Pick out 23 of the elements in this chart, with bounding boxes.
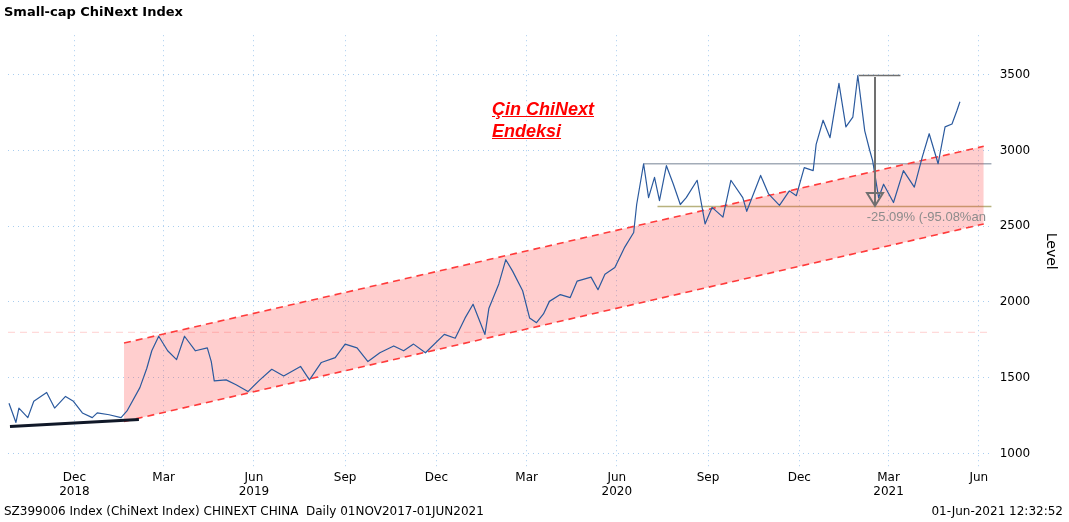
x-tick-label: Dec 2018 [59, 469, 90, 498]
y-tick-label: 2500 [999, 218, 1031, 233]
x-tick-label: Dec [424, 469, 448, 484]
x-tick-label: Mar [515, 469, 538, 484]
y-tick-label: 2000 [999, 294, 1031, 309]
annotation: Çin ChiNext Endeksi [492, 98, 595, 142]
y-tick-label: 3500 [999, 66, 1031, 81]
x-tick-label: Jun 2019 [238, 469, 270, 498]
annotation: -25.09% (-95.08%an [866, 208, 986, 224]
y-tick-label: 1500 [999, 369, 1031, 384]
x-tick-label: Sep [333, 469, 357, 484]
x-tick-label: Mar 2021 [873, 469, 904, 498]
chart-title: Small-cap ChiNext Index [4, 4, 183, 19]
y-tick-label: 3000 [999, 142, 1031, 157]
x-tick-label: Dec [787, 469, 811, 484]
y-axis-title: Level [1043, 232, 1060, 270]
x-tick-label: Jun [968, 469, 989, 484]
x-tick-label: Mar [152, 469, 176, 484]
text: SZ399006 Index (ChiNext Index) CHINEXT CHINA Daily 01NOV2017-01JUN2021 [4, 504, 484, 518]
y-tick-label: 1000 [999, 445, 1031, 460]
x-tick-label: Jun 2020 [601, 469, 633, 498]
text: 01-Jun-2021 12:32:52 [931, 504, 1063, 518]
x-tick-label: Sep [696, 469, 720, 484]
